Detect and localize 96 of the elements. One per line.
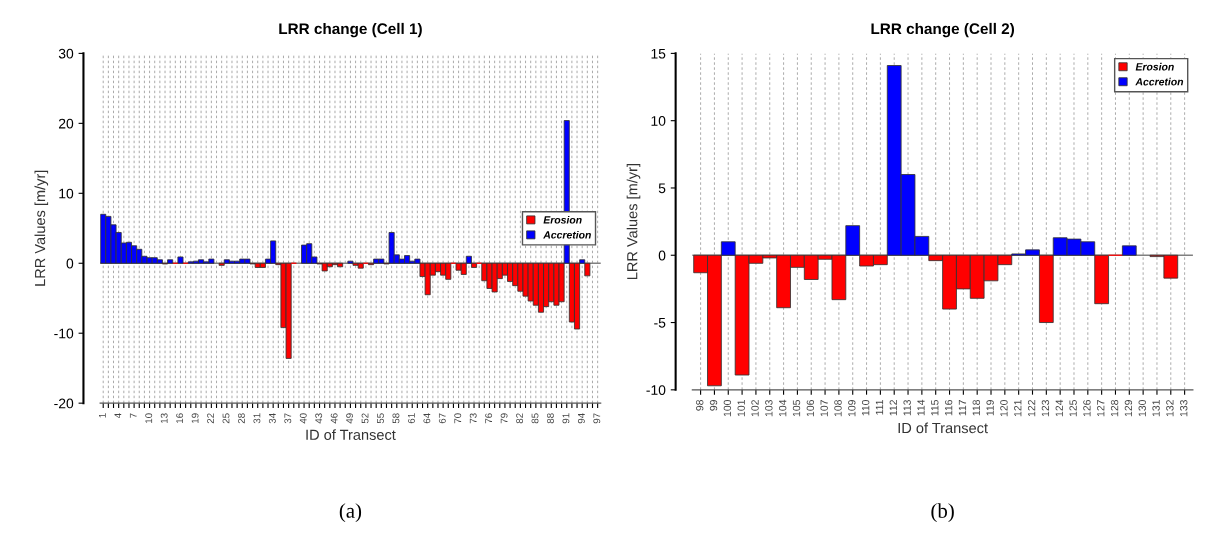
y-tick-label: 15 [651,48,666,59]
x-tick-label: 115 [931,399,939,416]
x-tick-label: 98 [696,399,704,411]
bar [1121,245,1137,256]
x-tick-label: 10 [145,413,153,423]
x-tick-label: 113 [903,400,911,416]
x-tick-label: 76 [485,413,493,424]
x-tick-label: 61 [407,413,415,424]
y-tick-label: 30 [58,48,74,59]
y-tick-label: -5 [654,318,666,328]
x-tick-label: 121 [1014,400,1022,417]
legend-label: Accretion [543,230,591,239]
x-tick-label: 43 [315,413,323,424]
x-tick-label: 40 [299,413,307,424]
x-tick-label: 49 [346,413,354,424]
x-tick-label: 133 [1180,400,1188,417]
x-tick-label: 1 [99,413,106,418]
x-tick-label: 28 [238,413,245,424]
x-tick-label: 119 [986,400,994,416]
x-axis-title: ID of Transect [306,429,396,440]
x-tick-label: 22 [207,413,214,424]
y-tick-label: -10 [646,385,666,395]
x-tick-label: 125 [1069,399,1077,417]
y-tick-label: -10 [54,328,74,339]
x-tick-label: 105 [792,399,801,417]
x-tick-label: 25 [222,413,230,424]
x-tick-label: 97 [593,413,601,424]
x-tick-label: 116 [944,400,953,416]
x-tick-label: 34 [268,413,276,424]
x-tick-label: 104 [779,399,787,417]
x-tick-label: 19 [191,413,199,423]
y-axis-title: LRR Values [m/yr] [34,170,49,286]
y-tick-label: -20 [54,398,74,409]
chart-title: LRR change (Cell 1) [279,22,422,38]
x-tick-label: 67 [438,413,446,424]
x-tick-label: 103 [765,400,773,417]
y-tick-label: 5 [658,183,666,194]
x-tick-label: 117 [958,400,967,416]
y-tick-label: 0 [658,250,666,261]
x-tick-label: 82 [516,413,523,424]
x-tick-label: 107 [820,400,828,417]
x-tick-label: 128 [1110,399,1119,417]
x-tick-label: 79 [500,413,508,424]
bar [347,260,354,264]
x-tick-label: 108 [834,399,842,417]
x-tick-label: 58 [392,413,400,424]
x-tick-label: 7 [129,413,137,418]
y-tick-label: 10 [59,188,74,199]
x-tick-label: 129 [1124,400,1133,417]
legend-label: Accretion [1135,77,1184,86]
chart-title: LRR change (Cell 2) [871,22,1015,38]
x-tick-label: 110 [861,399,870,416]
x-tick-label: 112 [889,400,897,416]
x-tick-label: 94 [577,413,585,424]
bar [177,256,184,264]
x-tick-label: 124 [1055,399,1063,417]
legend-label: Erosion [1135,62,1174,71]
x-tick-label: 64 [423,413,431,424]
x-tick-label: 13 [160,413,168,423]
x-tick-label: 101 [737,400,745,417]
x-tick-label: 88 [547,413,554,424]
x-tick-label: 99 [709,400,718,411]
y-tick-label: 0 [66,258,74,269]
x-tick-label: 123 [1041,400,1050,417]
x-tick-label: 37 [284,413,292,424]
text: (b) [931,503,954,523]
x-tick-label: 102 [751,400,759,417]
legend-label: Erosion [543,215,582,224]
x-tick-label: 111 [875,400,884,415]
x-tick-label: 132 [1166,400,1174,417]
x-tick-label: 52 [361,413,369,424]
x-tick-label: 114 [917,399,925,416]
x-tick-label: 127 [1097,400,1105,417]
x-tick-label: 85 [531,413,539,424]
x-tick-label: 122 [1027,400,1036,417]
text: (a) [339,503,362,523]
x-tick-label: 120 [1000,399,1008,417]
x-tick-label: 130 [1138,399,1146,417]
x-tick-label: 100 [723,399,732,417]
y-tick-label: 20 [58,118,74,129]
x-tick-label: 91 [562,413,570,424]
x-tick-label: 126 [1083,400,1091,417]
x-tick-label: 118 [972,399,980,416]
x-axis-title: ID of Transect [898,422,988,434]
x-tick-label: 70 [454,413,462,424]
y-tick-label: 10 [651,116,666,126]
x-tick-label: 131 [1152,400,1160,417]
x-tick-label: 4 [114,413,122,419]
x-tick-label: 55 [377,413,384,424]
x-tick-label: 106 [806,400,815,417]
x-tick-label: 31 [253,413,261,424]
y-axis-title: LRR Values [m/yr] [626,164,641,280]
x-tick-label: 73 [469,413,477,424]
x-tick-label: 109 [848,400,856,417]
x-tick-label: 46 [330,413,338,424]
x-tick-label: 16 [176,413,184,423]
